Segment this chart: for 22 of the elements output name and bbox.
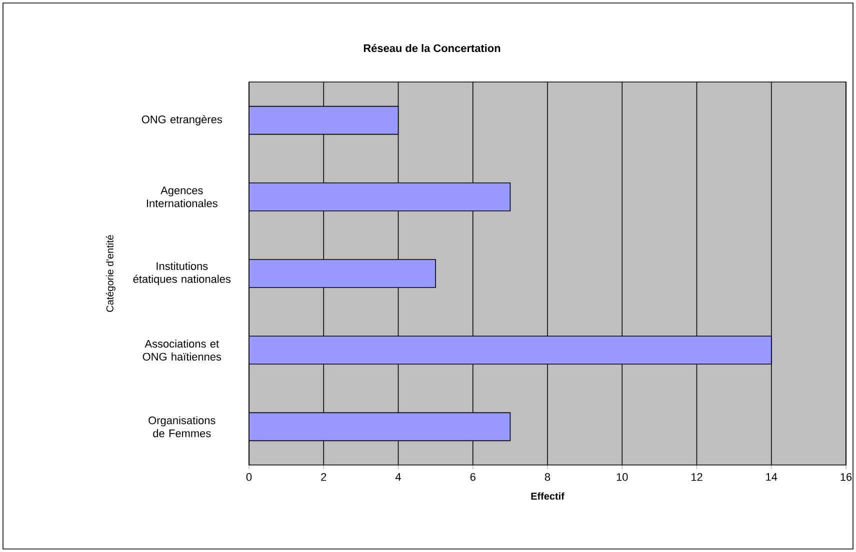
x-axis-title: Effectif [531,492,564,500]
bar [249,259,436,288]
y-tick-label: Agences Internationales [146,186,218,208]
y-tick-label: Associations et ONG haïtiennes [142,340,222,361]
x-tick-label: 10 [616,473,628,481]
y-axis-title: Catégorie d'entité [106,235,116,312]
x-tick-label: 16 [840,473,852,481]
chart-title: Réseau de la Concertation [364,44,500,52]
x-tick-label: 4 [395,473,401,481]
y-tick-label: Institutions étatiques nationales [133,262,231,286]
y-tick-label: ONG etrangères [142,115,222,126]
bar [249,412,511,442]
x-tick-label: 12 [691,473,702,481]
x-tick-label: 14 [766,473,778,481]
x-tick-label: 6 [470,473,476,481]
x-tick-label: 0 [246,473,252,481]
x-tick-label: 8 [544,473,550,481]
bar [249,182,511,212]
y-tick-label: Organisations de Femmes [148,416,216,438]
x-tick-label: 2 [321,473,326,481]
bar [249,336,772,364]
bar [249,106,399,135]
